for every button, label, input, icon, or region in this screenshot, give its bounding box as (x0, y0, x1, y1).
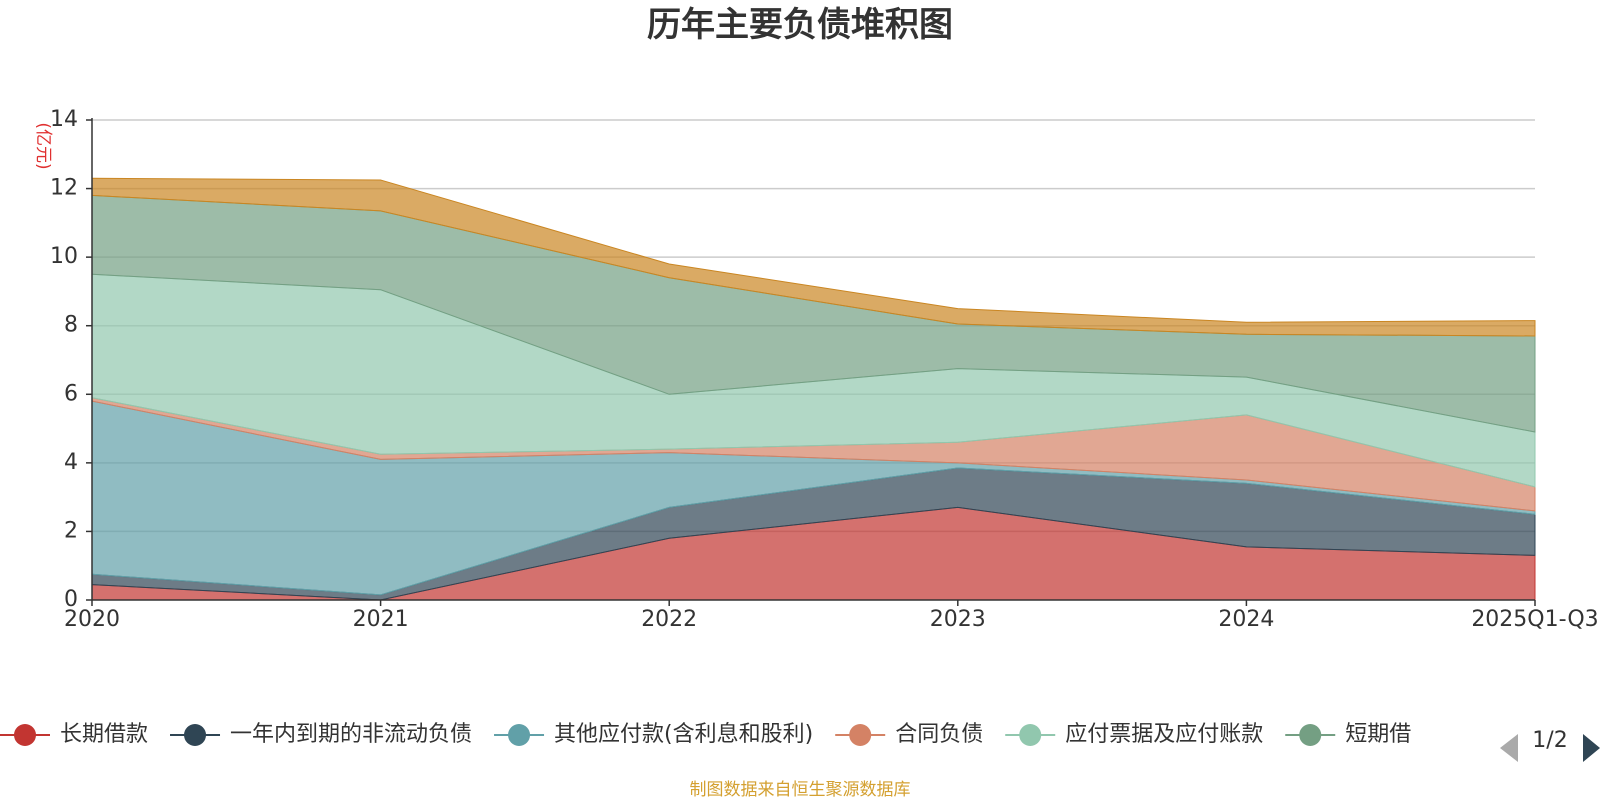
legend-page-indicator: 1/2 (1532, 728, 1567, 753)
legend-item[interactable]: 长期借款 (0, 722, 148, 747)
axes: 0 2 4 6 8 10 12 14 2020 2021 2022 2023 2024 2025Q1-Q3 (50, 107, 1599, 632)
legend-marker (1299, 724, 1322, 746)
legend-label: 短期借 (1345, 722, 1411, 747)
legend-item[interactable]: 一年内到期的非流动负债 (170, 722, 472, 747)
y-tick-label: 14 (50, 107, 78, 132)
y-tick-label: 6 (64, 381, 78, 406)
legend: 长期借款 一年内到期的非流动负债 其他应付款(含利息和股利) 合同负债 应付票据及应付账… (0, 722, 1411, 747)
legend-marker (14, 724, 36, 746)
legend-label: 其他应付款(含利息和股利) (554, 722, 813, 747)
x-tick-label: 2023 (930, 607, 986, 632)
x-tick-label: 2020 (64, 607, 120, 632)
x-tick-label: 2021 (353, 607, 409, 632)
legend-marker (849, 724, 872, 746)
legend-marker (184, 724, 207, 746)
legend-marker (508, 724, 531, 746)
x-tick-label: 2025Q1-Q3 (1471, 607, 1598, 632)
data-source-note: 制图数据来自恒生聚源数据库 (690, 780, 911, 800)
legend-item[interactable]: 其他应付款(含利息和股利) (494, 722, 813, 747)
area-series (91, 177, 1536, 601)
y-tick-label: 12 (50, 176, 78, 201)
legend-label: 应付票据及应付账款 (1065, 722, 1263, 747)
legend-prev-icon[interactable] (1500, 734, 1518, 762)
y-tick-label: 10 (50, 244, 78, 269)
y-tick-label: 0 (64, 587, 78, 612)
y-tick-label: 4 (64, 450, 78, 475)
chart-title: 历年主要负债堆积图 (647, 5, 953, 45)
legend-item[interactable]: 应付票据及应付账款 (1005, 722, 1263, 747)
area-6 (91, 177, 1536, 337)
legend-label: 长期借款 (60, 722, 148, 747)
y-axis-unit: (亿元) (33, 122, 53, 169)
legend-item[interactable]: 合同负债 (835, 722, 983, 747)
x-tick-label: 2022 (641, 607, 697, 632)
legend-next-icon[interactable] (1583, 734, 1600, 762)
x-tick-label: 2024 (1218, 607, 1274, 632)
legend-marker (1019, 724, 1042, 746)
y-tick-label: 2 (64, 518, 78, 543)
y-tick-label: 8 (64, 313, 78, 338)
legend-label: 一年内到期的非流动负债 (230, 722, 472, 747)
legend-label: 合同负债 (895, 722, 983, 747)
legend-item[interactable]: 短期借 (1285, 722, 1411, 747)
legend-pager: 1/2 (1500, 728, 1600, 762)
